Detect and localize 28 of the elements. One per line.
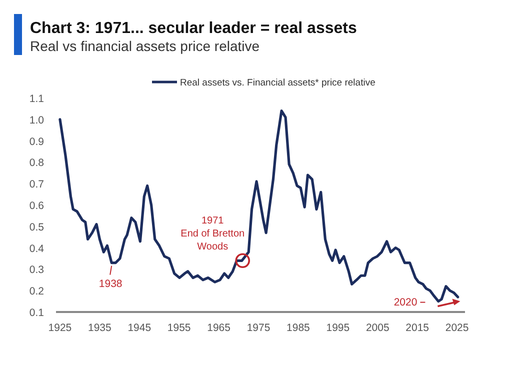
y-tick-label: 0.6 (29, 200, 44, 212)
y-tick-label: 0.8 (29, 157, 44, 170)
y-tick-label: 1.0 (29, 114, 44, 126)
x-tick-label: 2025 (445, 322, 469, 334)
y-tick-label: 0.9 (29, 136, 44, 148)
annotation: 1971 End of Bretton Woods (180, 216, 245, 253)
x-tick-label: 1935 (88, 322, 112, 334)
y-tick-label: 0.2 (29, 286, 44, 298)
y-tick-label: 0.3 (29, 264, 44, 276)
chart-subtitle: Real vs financial assets price relative (30, 38, 260, 54)
y-tick-label: 0.5 (29, 221, 44, 234)
x-tick-label: 2005 (366, 322, 390, 334)
x-tick-label: 1985 (286, 322, 310, 334)
x-tick-label: 1995 (326, 322, 350, 334)
y-tick-label: 0.7 (29, 178, 44, 191)
legend-label: Real assets vs. Financial assets* price relative (180, 78, 376, 88)
y-tick-label: 1.1 (29, 93, 44, 105)
x-tick-label: 1925 (48, 322, 72, 334)
x-tick-label: 1955 (167, 322, 191, 334)
x-tick-label: 1975 (246, 322, 270, 334)
annotation: 2020 (394, 296, 418, 308)
x-tick-label: 2015 (406, 322, 430, 334)
annotation: 1938 (98, 278, 122, 290)
x-tick-label: 1965 (207, 322, 231, 334)
chart-title: Chart 3: 1971... secular leader = real assets (30, 20, 357, 37)
y-tick-label: 0.4 (29, 242, 44, 255)
y-tick-label: 0.1 (29, 307, 44, 319)
x-tick-label: 1945 (128, 322, 152, 334)
